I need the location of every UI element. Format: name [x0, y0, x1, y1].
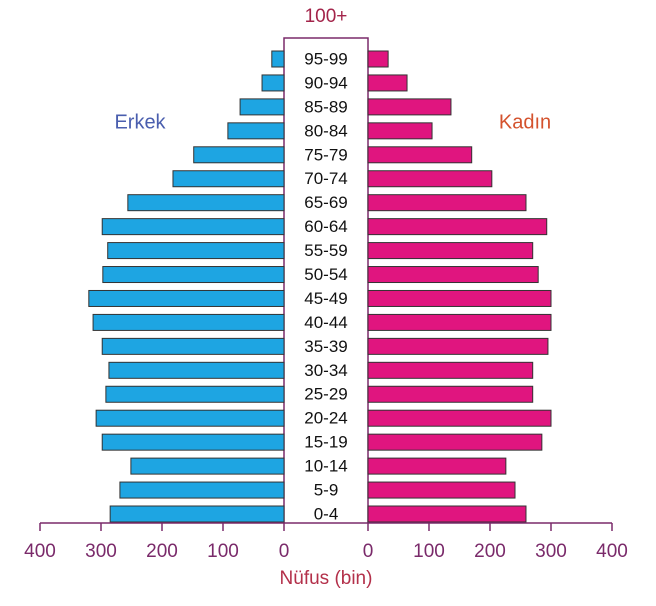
bar [119, 481, 285, 499]
bar [367, 74, 408, 92]
bar [92, 313, 285, 331]
category-label: 30-34 [304, 361, 347, 380]
bar [367, 98, 452, 116]
category-label: 50-54 [304, 265, 347, 284]
x-tick-label: 300 [85, 541, 117, 562]
bar [95, 409, 285, 427]
bar [172, 170, 285, 188]
category-label: 0-4 [314, 504, 339, 523]
bar [227, 122, 285, 140]
bar [367, 409, 552, 427]
legend-label: Kadın [499, 111, 551, 133]
bar [193, 146, 285, 164]
category-label: 20-24 [304, 409, 347, 428]
category-label: 40-44 [304, 313, 347, 332]
bar [367, 385, 534, 403]
bar [101, 218, 285, 236]
bar [367, 313, 552, 331]
x-tick-label: 400 [596, 541, 628, 562]
category-label: 90-94 [304, 73, 347, 92]
category-label: 85-89 [304, 97, 347, 116]
x-tick-label: 300 [535, 541, 567, 562]
bar [127, 194, 285, 212]
bar [367, 361, 534, 379]
bar [105, 385, 285, 403]
category-label: 15-19 [304, 433, 347, 452]
bar [239, 98, 285, 116]
bar [367, 481, 516, 499]
x-tick-label: 0 [363, 541, 374, 562]
bar [367, 289, 552, 307]
category-label: 25-29 [304, 385, 347, 404]
category-label: 10-14 [304, 457, 347, 476]
bar [109, 505, 285, 523]
bar [367, 266, 539, 284]
bar [101, 433, 285, 451]
x-tick-label: 100 [207, 541, 239, 562]
top-label: 100+ [305, 6, 348, 27]
bar [108, 361, 285, 379]
bar [271, 50, 285, 68]
category-label: 5-9 [314, 481, 339, 500]
category-label: 80-84 [304, 121, 347, 140]
x-tick-label: 400 [24, 541, 56, 562]
x-tick-label: 200 [474, 541, 506, 562]
bar [367, 122, 433, 140]
category-label: 70-74 [304, 169, 347, 188]
bar [367, 505, 527, 523]
x-tick-label: 200 [146, 541, 178, 562]
x-axis-label: Nüfus (bin) [280, 568, 373, 589]
bar [367, 457, 507, 475]
bar [102, 266, 285, 284]
center-box [283, 37, 369, 524]
category-label: 75-79 [304, 145, 347, 164]
category-label: 45-49 [304, 289, 347, 308]
bar [367, 218, 548, 236]
bar [367, 337, 549, 355]
bar [101, 337, 285, 355]
bar [107, 242, 285, 260]
bar [367, 433, 543, 451]
category-label: 65-69 [304, 193, 347, 212]
bar [88, 289, 285, 307]
x-tick-label: 100 [413, 541, 445, 562]
category-label: 55-59 [304, 241, 347, 260]
x-tick-label: 0 [279, 541, 290, 562]
bar [130, 457, 285, 475]
category-label: 95-99 [304, 49, 347, 68]
bar [367, 170, 493, 188]
legend-label: Erkek [114, 111, 166, 133]
bar [367, 146, 473, 164]
bar [367, 50, 389, 68]
category-label: 60-64 [304, 217, 347, 236]
bar [261, 74, 285, 92]
bar [367, 242, 534, 260]
category-label: 35-39 [304, 337, 347, 356]
bar [367, 194, 527, 212]
